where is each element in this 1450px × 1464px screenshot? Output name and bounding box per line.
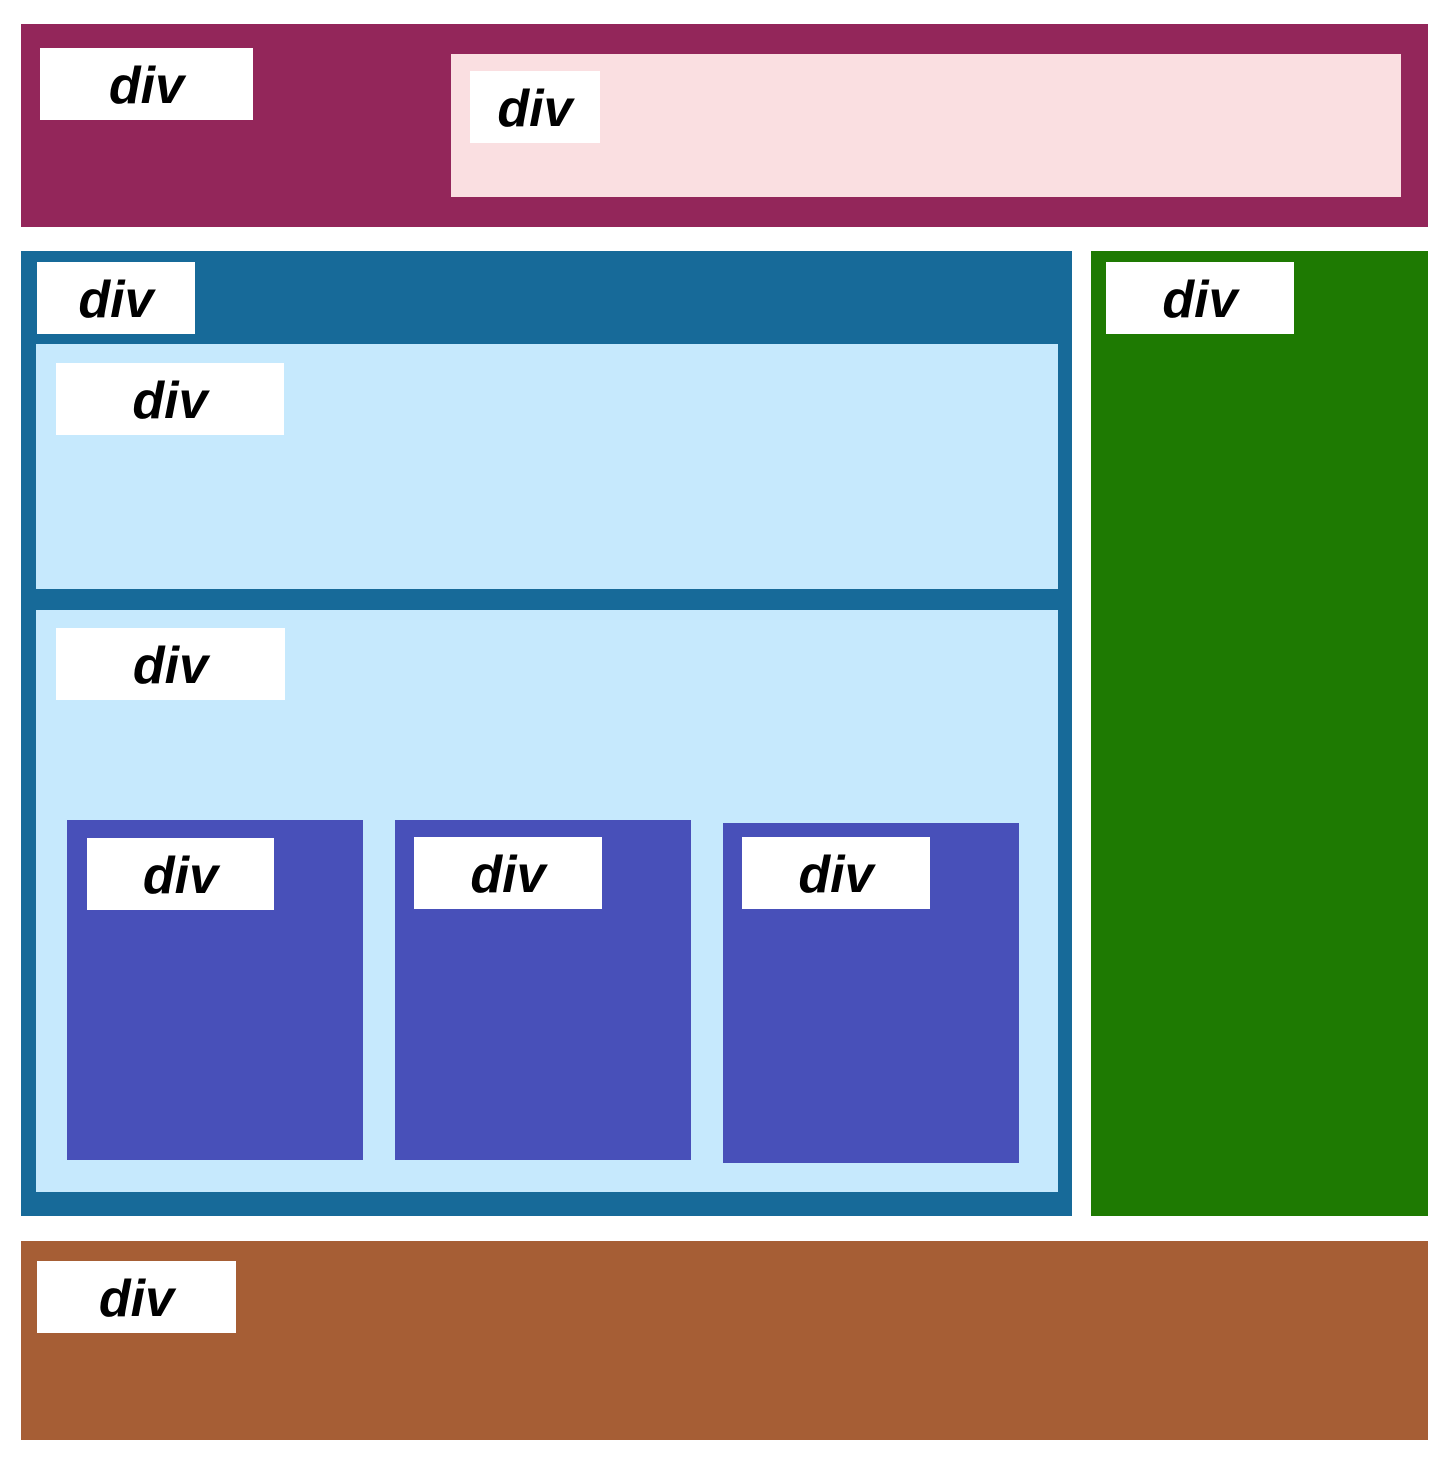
- sidebar-box: div: [1091, 251, 1428, 1216]
- header-inner-box: div: [451, 54, 1401, 197]
- card-3: div: [723, 823, 1019, 1163]
- section-top-label: div: [56, 363, 284, 435]
- main-section-bottom: div div div div: [36, 610, 1058, 1192]
- header-box: div div: [21, 24, 1428, 227]
- footer-box: div: [21, 1241, 1428, 1440]
- footer-label: div: [37, 1261, 236, 1333]
- section-bottom-label: div: [56, 628, 285, 700]
- card-1: div: [67, 820, 363, 1160]
- main-section-top: div: [36, 344, 1058, 589]
- header-inner-label: div: [470, 71, 600, 143]
- card-1-label: div: [87, 838, 274, 910]
- main-label: div: [37, 262, 195, 334]
- card-2: div: [395, 820, 691, 1160]
- card-3-label: div: [742, 837, 930, 909]
- main-box: div div div div div div: [21, 251, 1072, 1216]
- card-2-label: div: [414, 837, 602, 909]
- header-label: div: [40, 48, 253, 120]
- sidebar-label: div: [1106, 262, 1294, 334]
